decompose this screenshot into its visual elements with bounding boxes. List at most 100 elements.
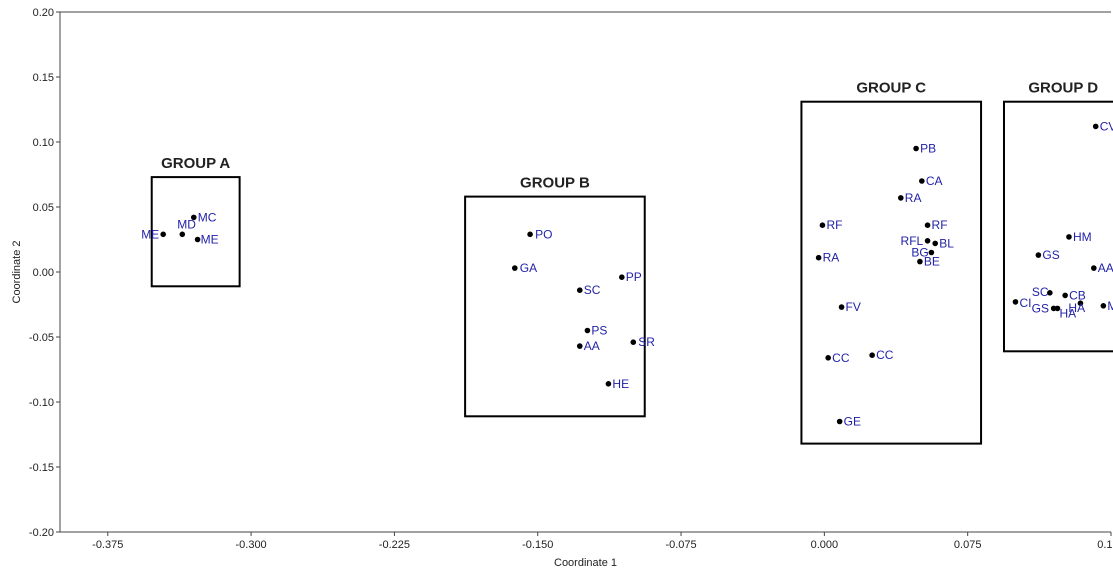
data-point	[605, 381, 612, 387]
data-point	[160, 231, 166, 238]
data-point	[527, 231, 533, 238]
point-label: AA	[584, 339, 600, 353]
point-label: CI	[1019, 296, 1031, 310]
point-label: RFL	[901, 234, 924, 248]
data-point	[869, 352, 875, 359]
data-point	[898, 195, 904, 201]
group-boxes: GROUP A GROUP B GROUP C GROUP D	[150, 80, 1113, 445]
group-label: GROUP D	[1028, 80, 1098, 97]
point-label: MD	[177, 217, 196, 231]
group-box	[464, 195, 646, 418]
y-axis: -0.20 -0.15 -0.10 -0.05 0.00 0.05 0.10 0.15 0.20	[29, 7, 60, 539]
x-tick-label: -0.075	[665, 539, 696, 551]
point-label: GS	[1032, 301, 1049, 315]
point-label: GS	[1042, 248, 1059, 262]
y-axis-title: Coordinate 2	[11, 241, 23, 304]
x-axis: -0.375 -0.300 -0.225 -0.150 -0.075 0.000 0.075…	[92, 532, 1113, 551]
data-point	[838, 304, 845, 310]
point-label: RA	[905, 191, 922, 205]
point-label: SC	[584, 283, 601, 297]
point-label: CB	[1069, 288, 1086, 302]
data-point	[836, 418, 843, 425]
data-point	[576, 343, 583, 349]
point-label: HE	[612, 377, 629, 391]
data-point	[1091, 265, 1097, 271]
point-label: RF	[932, 218, 948, 232]
data-point	[928, 249, 935, 256]
y-tick-label: -0.10	[29, 397, 54, 409]
point-label: CA	[926, 174, 943, 188]
point-label: SC	[1032, 285, 1049, 299]
point-label: CV	[1100, 119, 1113, 133]
data-point	[1062, 292, 1068, 299]
y-tick-label: 0.10	[33, 137, 54, 149]
plot-frame	[59, 11, 1111, 533]
x-tick-label: -0.300	[235, 539, 266, 551]
data-point	[1077, 300, 1084, 307]
point-label: GA	[520, 261, 537, 275]
point-label: PB	[920, 142, 936, 156]
data-point	[1092, 123, 1099, 130]
y-tick-label: -0.05	[29, 332, 54, 344]
point-label: CC	[832, 351, 850, 365]
data-point	[924, 222, 931, 228]
data-point	[1054, 305, 1061, 312]
group-label: GROUP C	[856, 80, 926, 97]
data-point	[1012, 299, 1019, 305]
data-point	[619, 274, 625, 281]
point-label: ME	[141, 227, 159, 241]
group-label: GROUP B	[520, 175, 590, 192]
data-point	[1100, 303, 1107, 309]
data-point	[1035, 252, 1042, 258]
point-label: BG	[911, 246, 928, 260]
data-point	[190, 214, 197, 221]
point-label: SR	[638, 335, 655, 349]
x-tick-label: 0.000	[811, 539, 839, 551]
data-point	[825, 355, 831, 361]
data-point	[511, 265, 518, 271]
data-point	[584, 327, 591, 334]
x-tick-label: 0.150	[1097, 539, 1113, 551]
point-label: MP	[1107, 299, 1113, 313]
data-point	[819, 222, 826, 228]
point-label: BE	[924, 255, 940, 269]
data-point	[630, 339, 637, 346]
y-tick-label: 0.00	[33, 267, 54, 279]
group-box	[1002, 100, 1113, 353]
x-tick-label: 0.075	[954, 539, 982, 551]
point-label: RA	[823, 251, 840, 265]
data-point	[815, 254, 822, 261]
data-point	[913, 145, 919, 152]
y-tick-label: -0.20	[29, 527, 54, 539]
x-axis-title: Coordinate 1	[554, 557, 617, 569]
point-label: FV	[846, 300, 861, 314]
group-box	[150, 176, 241, 288]
y-tick-label: 0.15	[33, 72, 54, 84]
data-point	[576, 287, 583, 294]
data-point	[1066, 234, 1072, 240]
data-point	[917, 258, 923, 265]
point-label: ME	[201, 233, 219, 247]
x-tick-label: -0.225	[379, 539, 410, 551]
point-label: BL	[939, 236, 954, 250]
x-tick-label: -0.150	[522, 539, 553, 551]
data-point	[932, 240, 938, 247]
point-label: HA	[1068, 301, 1085, 315]
point-label: CC	[876, 348, 894, 362]
point-label: RF	[826, 218, 842, 232]
point-label: HM	[1073, 230, 1092, 244]
x-tick-label: -0.375	[92, 539, 123, 551]
point-label: MC	[198, 210, 217, 224]
point-label: PS	[591, 324, 607, 338]
point-label: AA	[1098, 261, 1113, 275]
point-label: PO	[535, 227, 552, 241]
data-point	[1047, 290, 1053, 296]
point-label: PP	[626, 270, 642, 284]
point-label: GE	[844, 415, 861, 429]
group-label: GROUP A	[161, 155, 230, 172]
data-point	[919, 178, 925, 184]
y-tick-label: 0.05	[33, 202, 54, 214]
data-point	[179, 231, 186, 238]
